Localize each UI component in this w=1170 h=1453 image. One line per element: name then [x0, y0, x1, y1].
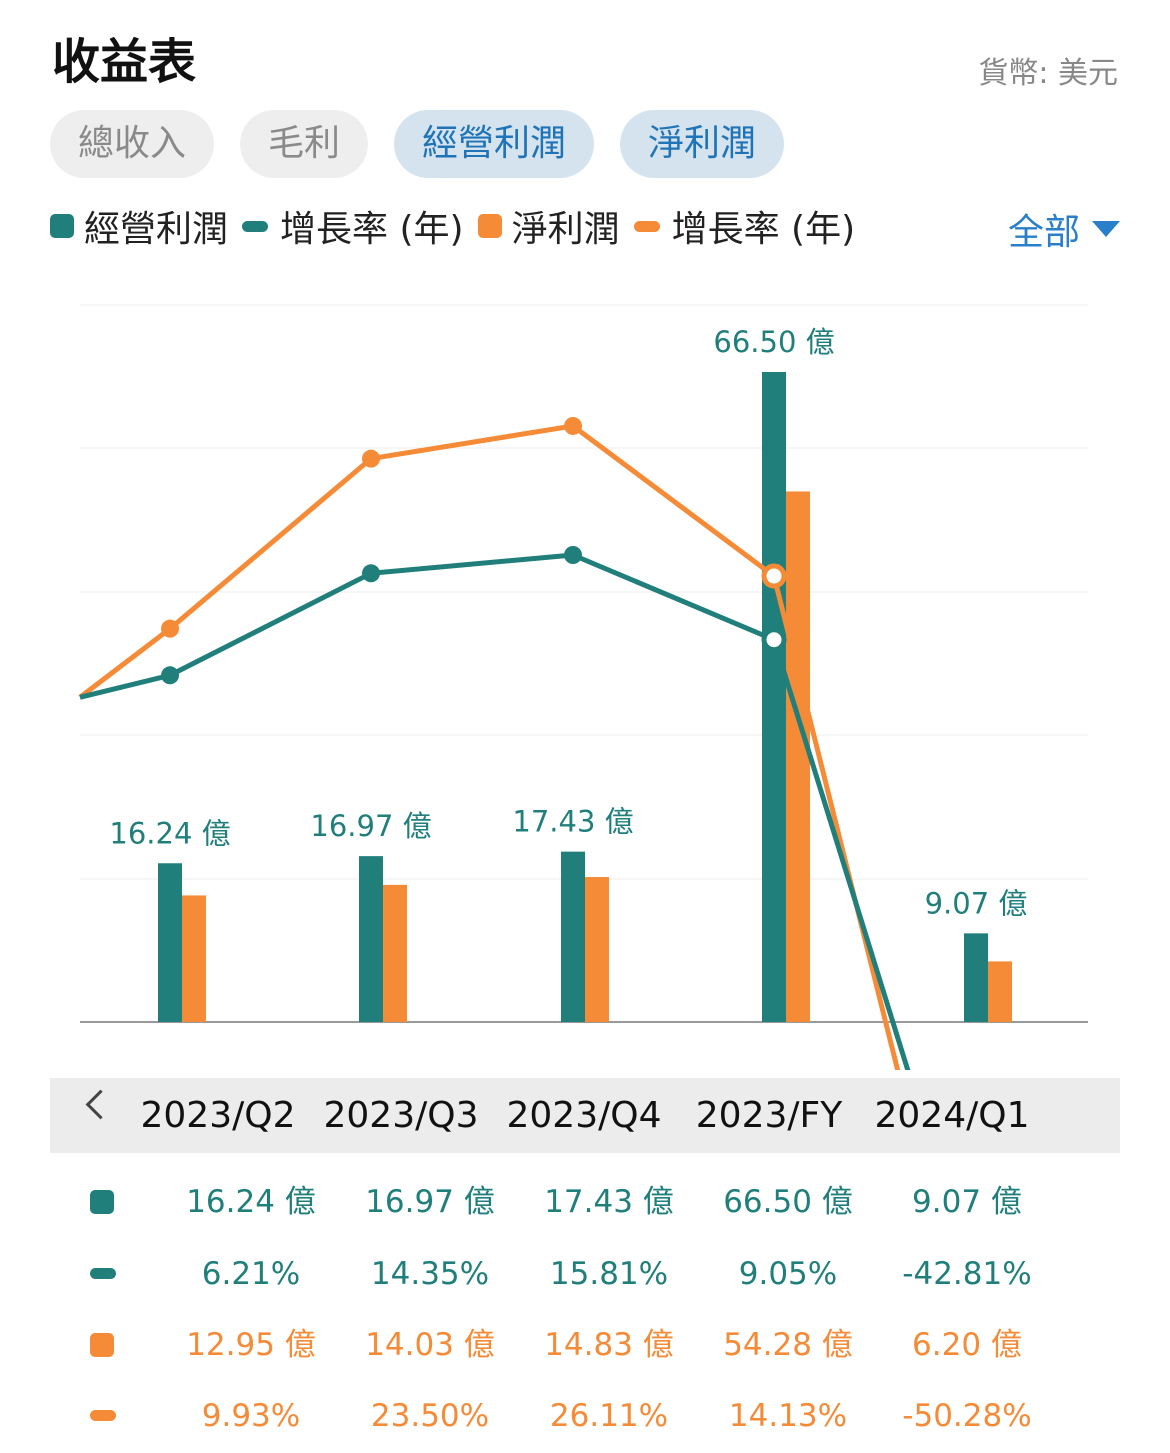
legend-item-net-profit: 淨利潤	[477, 200, 620, 252]
table-cell: -42.81%	[902, 1256, 1032, 1292]
table-cell: -50.28%	[902, 1398, 1032, 1434]
table-cell: 9.05%	[738, 1256, 838, 1292]
legend-label: 增長率 (年)	[671, 209, 856, 250]
net-growth-point	[362, 449, 380, 468]
operating-growth-point	[362, 564, 380, 583]
page-title: 收益表	[52, 34, 197, 90]
table-cell: 6.21%	[201, 1256, 301, 1292]
table-cell: 9.93%	[201, 1398, 301, 1434]
currency-label: 貨幣: 美元	[978, 56, 1118, 91]
operating-growth-point	[564, 546, 582, 564]
legend-swatch-line	[633, 220, 660, 232]
tab-total-revenue[interactable]: 總收入	[50, 110, 215, 178]
table-cell: 15.81%	[549, 1256, 669, 1292]
table-cell: 16.24 億	[186, 1184, 316, 1220]
chevron-left-icon[interactable]	[85, 1089, 116, 1120]
period-label[interactable]: 2024/Q1	[874, 1095, 1030, 1136]
bar-value-label: 66.50 億	[713, 325, 834, 359]
legend-label: 增長率 (年)	[280, 209, 464, 250]
bar-operating-profit	[158, 863, 182, 1022]
row-marker-square	[90, 1190, 114, 1214]
operating-growth-point	[161, 666, 179, 685]
bar-value-label: 9.07 億	[925, 886, 1028, 920]
net-growth-point	[564, 416, 582, 435]
bar-value-label: 16.97 億	[310, 809, 431, 843]
table-cell: 14.03 億	[365, 1327, 495, 1363]
profit-chart: 16.24 億 16.97 億 17.43 億 66.50 億 9.07 億	[78, 304, 1088, 1070]
bar-net-profit	[988, 961, 1012, 1022]
legend-item-net-growth: 增長率 (年)	[633, 200, 856, 252]
legend-swatch-line	[242, 220, 269, 232]
legend-label: 淨利潤	[511, 209, 620, 250]
table-row: 16.24 億 16.97 億 17.43 億 66.50 億 9.07 億	[0, 1172, 1170, 1232]
table-cell: 12.95 億	[186, 1327, 316, 1363]
bar-net-profit	[585, 877, 609, 1022]
table-row: 12.95 億 14.03 億 14.83 億 54.28 億 6.20 億	[0, 1315, 1170, 1375]
period-navigator: 2023/Q2 2023/Q3 2023/Q4 2023/FY 2024/Q1	[50, 1078, 1120, 1153]
legend-label: 經營利潤	[84, 209, 229, 250]
row-marker-line	[90, 1268, 116, 1279]
net-growth-point	[161, 619, 179, 638]
bar-operating-profit	[359, 856, 383, 1022]
table-cell: 23.50%	[370, 1398, 490, 1434]
net-growth-point	[761, 563, 787, 589]
bar-value-label: 17.43 億	[512, 805, 633, 839]
period-label[interactable]: 2023/Q2	[140, 1095, 296, 1136]
tab-gross-profit[interactable]: 毛利	[240, 110, 369, 178]
period-label[interactable]: 2023/Q4	[506, 1095, 662, 1136]
table-cell: 6.20 億	[912, 1327, 1022, 1363]
bar-operating-profit	[762, 372, 786, 1022]
operating-growth-line	[79, 552, 911, 1070]
period-filter-label: 全部	[1007, 212, 1080, 253]
operating-growth-point	[761, 627, 787, 653]
table-cell: 14.35%	[370, 1256, 490, 1292]
caret-down-icon	[1092, 221, 1120, 237]
table-cell: 16.97 億	[365, 1184, 495, 1220]
net-growth-line	[78, 423, 901, 1070]
bar-operating-profit	[964, 933, 988, 1022]
bar-net-profit	[182, 895, 206, 1022]
table-row: 9.93% 23.50% 26.11% 14.13% -50.28%	[0, 1386, 1170, 1446]
table-cell: 17.43 億	[544, 1184, 674, 1220]
legend-item-operating-growth: 增長率 (年)	[242, 200, 464, 252]
table-cell: 9.07 億	[912, 1184, 1022, 1220]
bar-net-profit	[383, 884, 407, 1022]
bar-operating-profit	[561, 851, 585, 1022]
row-marker-line	[90, 1410, 116, 1421]
table-cell: 14.13%	[728, 1398, 848, 1434]
period-label[interactable]: 2023/Q3	[323, 1095, 479, 1136]
legend-item-operating-profit: 經營利潤	[50, 200, 228, 252]
table-cell: 54.28 億	[723, 1327, 853, 1363]
chart-legend: 經營利潤 增長率 (年) 淨利潤 增長率 (年)	[50, 200, 869, 252]
legend-swatch-square	[50, 214, 74, 238]
legend-swatch-square	[477, 214, 502, 238]
tab-net-profit[interactable]: 淨利潤	[620, 110, 785, 178]
table-cell: 66.50 億	[723, 1184, 853, 1220]
table-cell: 26.11%	[549, 1398, 669, 1434]
bar-value-label: 16.24 億	[109, 816, 230, 850]
table-row: 6.21% 14.35% 15.81% 9.05% -42.81%	[0, 1244, 1170, 1304]
bar-net-profit	[786, 491, 810, 1022]
row-marker-square	[90, 1333, 114, 1357]
metric-tabs: 總收入 毛利 經營利潤 淨利潤	[50, 110, 785, 178]
table-cell: 14.83 億	[544, 1327, 674, 1363]
tab-operating-profit[interactable]: 經營利潤	[394, 110, 595, 178]
period-label[interactable]: 2023/FY	[695, 1095, 843, 1136]
period-filter-dropdown[interactable]: 全部	[1008, 203, 1120, 255]
